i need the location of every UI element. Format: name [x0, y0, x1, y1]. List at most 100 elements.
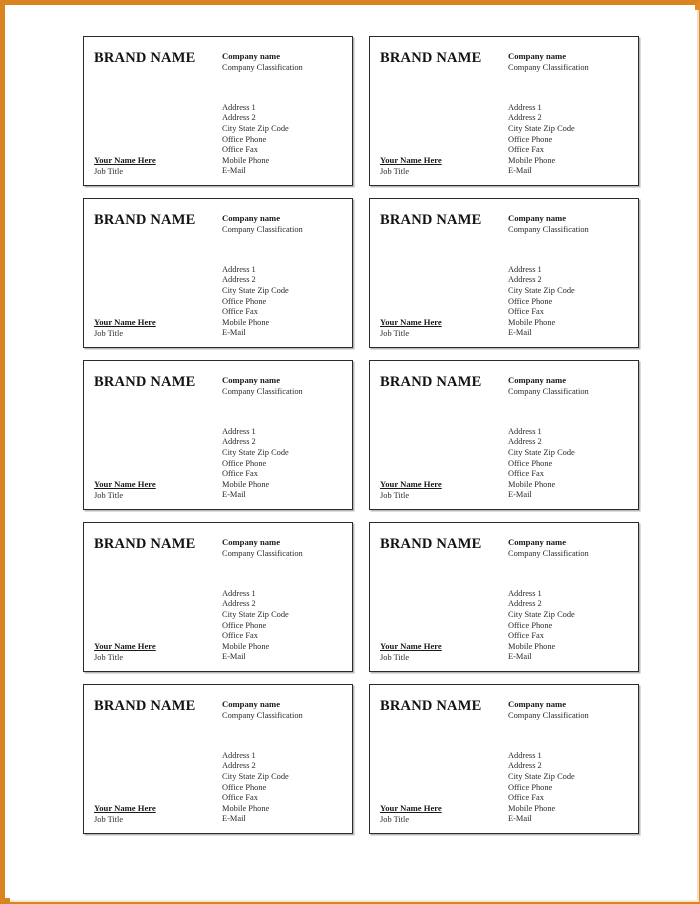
address-line[interactable]: City State Zip Code [508, 772, 575, 782]
address-line[interactable]: Office Phone [222, 458, 267, 468]
person-name[interactable]: Your Name Here [380, 317, 442, 327]
address-line[interactable]: Address 1 [508, 588, 542, 598]
address-line[interactable]: Address 1 [222, 750, 256, 760]
address-line[interactable]: City State Zip Code [508, 124, 575, 134]
address-line[interactable]: Mobile Phone [222, 479, 270, 489]
address-line[interactable]: Address 1 [222, 426, 256, 436]
address-line[interactable]: Office Phone [222, 134, 267, 144]
person-name[interactable]: Your Name Here [380, 155, 442, 165]
address-line[interactable]: Address 1 [222, 588, 256, 598]
address-line[interactable]: Mobile Phone [508, 155, 556, 165]
address-line[interactable]: Mobile Phone [222, 317, 270, 327]
address-line[interactable]: Office Fax [508, 793, 544, 803]
person-name[interactable]: Your Name Here [94, 155, 156, 165]
address-line[interactable]: E-Mail [222, 166, 246, 176]
brand-name[interactable]: BRAND NAME [94, 698, 196, 714]
address-line[interactable]: Mobile Phone [508, 641, 556, 651]
address-line[interactable]: Office Fax [222, 631, 258, 641]
address-line[interactable]: E-Mail [508, 328, 532, 338]
business-card[interactable]: BRAND NAME Your Name Here Job Title Company… [83, 198, 353, 348]
job-title[interactable]: Job Title [380, 167, 410, 176]
address-line[interactable]: Address 1 [508, 102, 542, 112]
address-line[interactable]: City State Zip Code [222, 286, 289, 296]
address-line[interactable]: Office Phone [508, 782, 553, 792]
company-classification[interactable]: Company Classification [222, 387, 303, 396]
address-line[interactable]: City State Zip Code [508, 610, 575, 620]
company-name[interactable]: Company name [222, 51, 281, 61]
brand-name[interactable]: BRAND NAME [380, 212, 482, 228]
company-classification[interactable]: Company Classification [508, 63, 589, 72]
business-card[interactable]: BRAND NAME Your Name Here Job Title Company… [369, 684, 639, 834]
brand-name[interactable]: BRAND NAME [94, 212, 196, 228]
address-line[interactable]: E-Mail [508, 166, 532, 176]
address-line[interactable]: Mobile Phone [508, 317, 556, 327]
address-line[interactable]: E-Mail [508, 652, 532, 662]
address-line[interactable]: City State Zip Code [508, 286, 575, 296]
company-name[interactable]: Company name [222, 699, 281, 709]
company-name[interactable]: Company name [508, 537, 567, 547]
address-line[interactable]: Office Fax [508, 469, 544, 479]
address-line[interactable]: Office Phone [222, 620, 267, 630]
person-name[interactable]: Your Name Here [380, 803, 442, 813]
address-line[interactable]: Office Phone [508, 134, 553, 144]
brand-name[interactable]: BRAND NAME [94, 50, 196, 66]
address-line[interactable]: Office Fax [508, 631, 544, 641]
address-line[interactable]: Address 2 [508, 437, 542, 447]
business-card[interactable]: BRAND NAME Your Name Here Job Title Company… [369, 360, 639, 510]
person-name[interactable]: Your Name Here [94, 479, 156, 489]
person-name[interactable]: Your Name Here [380, 479, 442, 489]
job-title[interactable]: Job Title [380, 491, 410, 500]
business-card[interactable]: BRAND NAME Your Name Here Job Title Company… [369, 36, 639, 186]
brand-name[interactable]: BRAND NAME [94, 374, 196, 390]
address-line[interactable]: Address 2 [222, 275, 256, 285]
job-title[interactable]: Job Title [94, 653, 124, 662]
address-line[interactable]: Office Phone [508, 296, 553, 306]
address-line[interactable]: E-Mail [222, 652, 246, 662]
person-name[interactable]: Your Name Here [94, 317, 156, 327]
company-classification[interactable]: Company Classification [508, 387, 589, 396]
address-line[interactable]: Address 1 [508, 264, 542, 274]
company-name[interactable]: Company name [508, 51, 567, 61]
company-classification[interactable]: Company Classification [222, 63, 303, 72]
address-line[interactable]: Office Fax [222, 307, 258, 317]
address-line[interactable]: Address 2 [508, 275, 542, 285]
address-line[interactable]: E-Mail [508, 814, 532, 824]
brand-name[interactable]: BRAND NAME [380, 536, 482, 552]
address-line[interactable]: City State Zip Code [222, 610, 289, 620]
address-line[interactable]: City State Zip Code [222, 124, 289, 134]
address-line[interactable]: E-Mail [222, 490, 246, 500]
company-name[interactable]: Company name [508, 375, 567, 385]
company-name[interactable]: Company name [508, 213, 567, 223]
person-name[interactable]: Your Name Here [94, 641, 156, 651]
address-line[interactable]: Mobile Phone [222, 155, 270, 165]
address-line[interactable]: Office Fax [222, 793, 258, 803]
address-line[interactable]: Address 2 [222, 599, 256, 609]
address-line[interactable]: Address 1 [508, 750, 542, 760]
job-title[interactable]: Job Title [94, 329, 124, 338]
address-line[interactable]: Office Fax [508, 145, 544, 155]
address-line[interactable]: Office Phone [222, 782, 267, 792]
company-classification[interactable]: Company Classification [508, 225, 589, 234]
job-title[interactable]: Job Title [380, 329, 410, 338]
address-line[interactable]: Office Phone [508, 620, 553, 630]
address-line[interactable]: City State Zip Code [222, 448, 289, 458]
business-card[interactable]: BRAND NAME Your Name Here Job Title Company… [83, 684, 353, 834]
company-name[interactable]: Company name [508, 699, 567, 709]
address-line[interactable]: Mobile Phone [222, 641, 270, 651]
company-name[interactable]: Company name [222, 213, 281, 223]
person-name[interactable]: Your Name Here [94, 803, 156, 813]
address-line[interactable]: Address 1 [508, 426, 542, 436]
address-line[interactable]: E-Mail [508, 490, 532, 500]
address-line[interactable]: E-Mail [222, 814, 246, 824]
business-card[interactable]: BRAND NAME Your Name Here Job Title Company… [369, 522, 639, 672]
brand-name[interactable]: BRAND NAME [380, 698, 482, 714]
brand-name[interactable]: BRAND NAME [380, 50, 482, 66]
address-line[interactable]: Office Fax [508, 307, 544, 317]
address-line[interactable]: Address 2 [508, 113, 542, 123]
address-line[interactable]: Address 2 [222, 761, 256, 771]
company-name[interactable]: Company name [222, 375, 281, 385]
address-line[interactable]: Office Fax [222, 145, 258, 155]
address-line[interactable]: Office Phone [508, 458, 553, 468]
business-card[interactable]: BRAND NAME Your Name Here Job Title Company… [83, 522, 353, 672]
address-line[interactable]: Mobile Phone [222, 803, 270, 813]
